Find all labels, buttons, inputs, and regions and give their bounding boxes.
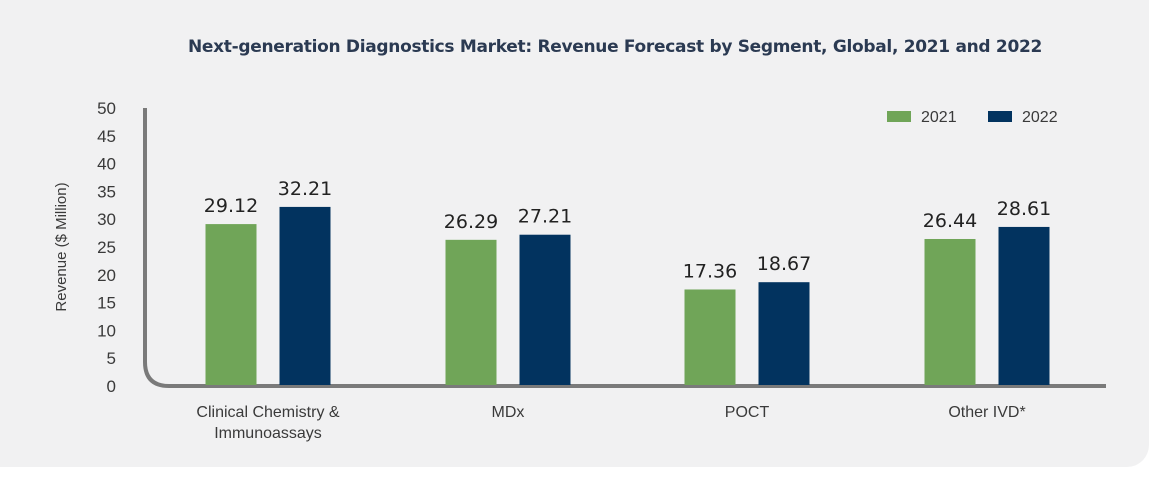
y-tick-label: 35 — [97, 182, 116, 201]
bar-2021 — [684, 289, 736, 385]
data-label: 26.44 — [923, 210, 977, 232]
y-tick-label: 45 — [97, 127, 116, 146]
axis-line — [143, 108, 1106, 388]
bar-2022 — [758, 282, 810, 385]
y-tick-label: 25 — [97, 238, 116, 257]
y-tick-label: 30 — [97, 210, 116, 229]
data-label: 26.29 — [444, 211, 498, 233]
y-tick-label: 0 — [107, 377, 116, 396]
chart-title: Next-generation Diagnostics Market: Reve… — [187, 37, 1043, 57]
data-label: 32.21 — [278, 178, 332, 200]
chart-panel: Next-generation Diagnostics Market: Reve… — [0, 0, 1149, 467]
y-tick-label: 10 — [97, 321, 116, 340]
y-tick-label: 15 — [97, 294, 116, 313]
y-tick-label: 50 — [97, 99, 116, 118]
category-label: Other IVD* — [948, 404, 1025, 421]
data-label: 17.36 — [683, 260, 737, 282]
category-label: Immunoassays — [214, 425, 322, 442]
data-label: 29.12 — [204, 195, 258, 217]
legend-label: 2022 — [1022, 109, 1058, 126]
y-axis-label: Revenue ($ Million) — [53, 182, 70, 311]
category-label: MDx — [492, 404, 525, 421]
bar-2022 — [279, 206, 331, 385]
legend-swatch-2022 — [988, 111, 1012, 122]
data-label: 18.67 — [757, 253, 811, 275]
y-tick-label: 20 — [97, 266, 116, 285]
bar-2022 — [998, 226, 1050, 385]
bar-chart: 0 5 10 15 20 25 30 35 40 45 50 Revenue ($ Million) 2… — [53, 99, 1106, 442]
bar-2021 — [445, 239, 497, 385]
data-label: 28.61 — [997, 198, 1051, 220]
bar-2021 — [205, 224, 257, 385]
y-tick-label: 5 — [107, 349, 116, 368]
category-label: Clinical Chemistry & — [196, 404, 339, 421]
legend-label: 2021 — [921, 109, 957, 126]
data-label: 27.21 — [518, 206, 572, 228]
bar-2021 — [924, 238, 976, 385]
legend-swatch-2021 — [887, 111, 911, 122]
category-label: POCT — [725, 404, 770, 421]
bar-2022 — [519, 234, 571, 385]
y-tick-label: 40 — [97, 155, 116, 174]
